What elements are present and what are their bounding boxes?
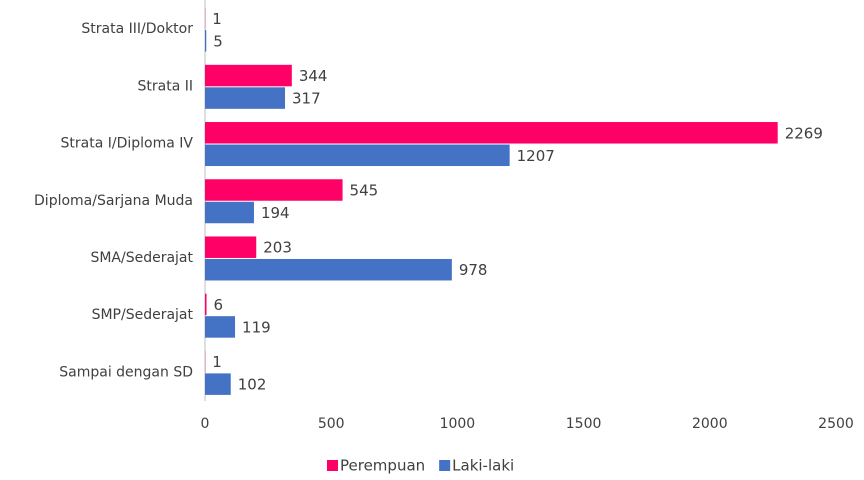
value-label: 1 bbox=[212, 10, 222, 28]
legend-swatch bbox=[327, 460, 338, 471]
value-label: 1 bbox=[212, 353, 222, 371]
y-tick-label: SMA/Sederajat bbox=[90, 250, 193, 266]
x-tick-label: 1000 bbox=[440, 416, 476, 432]
bar bbox=[205, 236, 257, 258]
x-tick-label: 1500 bbox=[566, 416, 602, 432]
bar bbox=[205, 30, 207, 52]
value-label: 5 bbox=[213, 32, 223, 50]
value-label: 203 bbox=[263, 239, 292, 257]
y-tick-label: Strata III/Doktor bbox=[81, 21, 193, 37]
y-tick-label: Strata II bbox=[138, 78, 194, 94]
value-label: 1207 bbox=[517, 147, 555, 165]
bar bbox=[205, 179, 343, 201]
value-label: 317 bbox=[292, 90, 321, 108]
bar bbox=[205, 201, 254, 224]
y-tick-label: SMP/Sederajat bbox=[92, 307, 194, 323]
bar bbox=[205, 258, 452, 281]
value-label: 6 bbox=[214, 296, 224, 314]
bar bbox=[205, 293, 207, 316]
bar bbox=[205, 122, 778, 144]
value-label: 344 bbox=[299, 67, 328, 85]
value-label: 545 bbox=[350, 182, 379, 200]
y-tick-label: Diploma/Sarjana Muda bbox=[34, 193, 193, 209]
legend-label: Perempuan bbox=[340, 457, 425, 475]
legend-swatch bbox=[439, 460, 451, 471]
y-tick-label: Strata I/Diploma IV bbox=[61, 136, 194, 152]
value-label: 194 bbox=[261, 204, 290, 222]
bar bbox=[205, 64, 292, 87]
y-tick-label: Sampai dengan SD bbox=[59, 364, 193, 380]
value-label: 119 bbox=[242, 318, 271, 336]
bar bbox=[205, 373, 231, 395]
x-tick-label: 2000 bbox=[692, 416, 728, 432]
bar bbox=[205, 144, 510, 167]
bar bbox=[205, 316, 236, 338]
value-label: 102 bbox=[238, 376, 267, 394]
bar bbox=[205, 87, 286, 109]
legend-label: Laki-laki bbox=[452, 457, 514, 475]
x-tick-label: 0 bbox=[201, 416, 210, 432]
value-label: 2269 bbox=[785, 124, 823, 142]
x-tick-label: 2500 bbox=[818, 416, 854, 432]
value-label: 978 bbox=[459, 261, 488, 279]
x-tick-label: 500 bbox=[318, 416, 345, 432]
